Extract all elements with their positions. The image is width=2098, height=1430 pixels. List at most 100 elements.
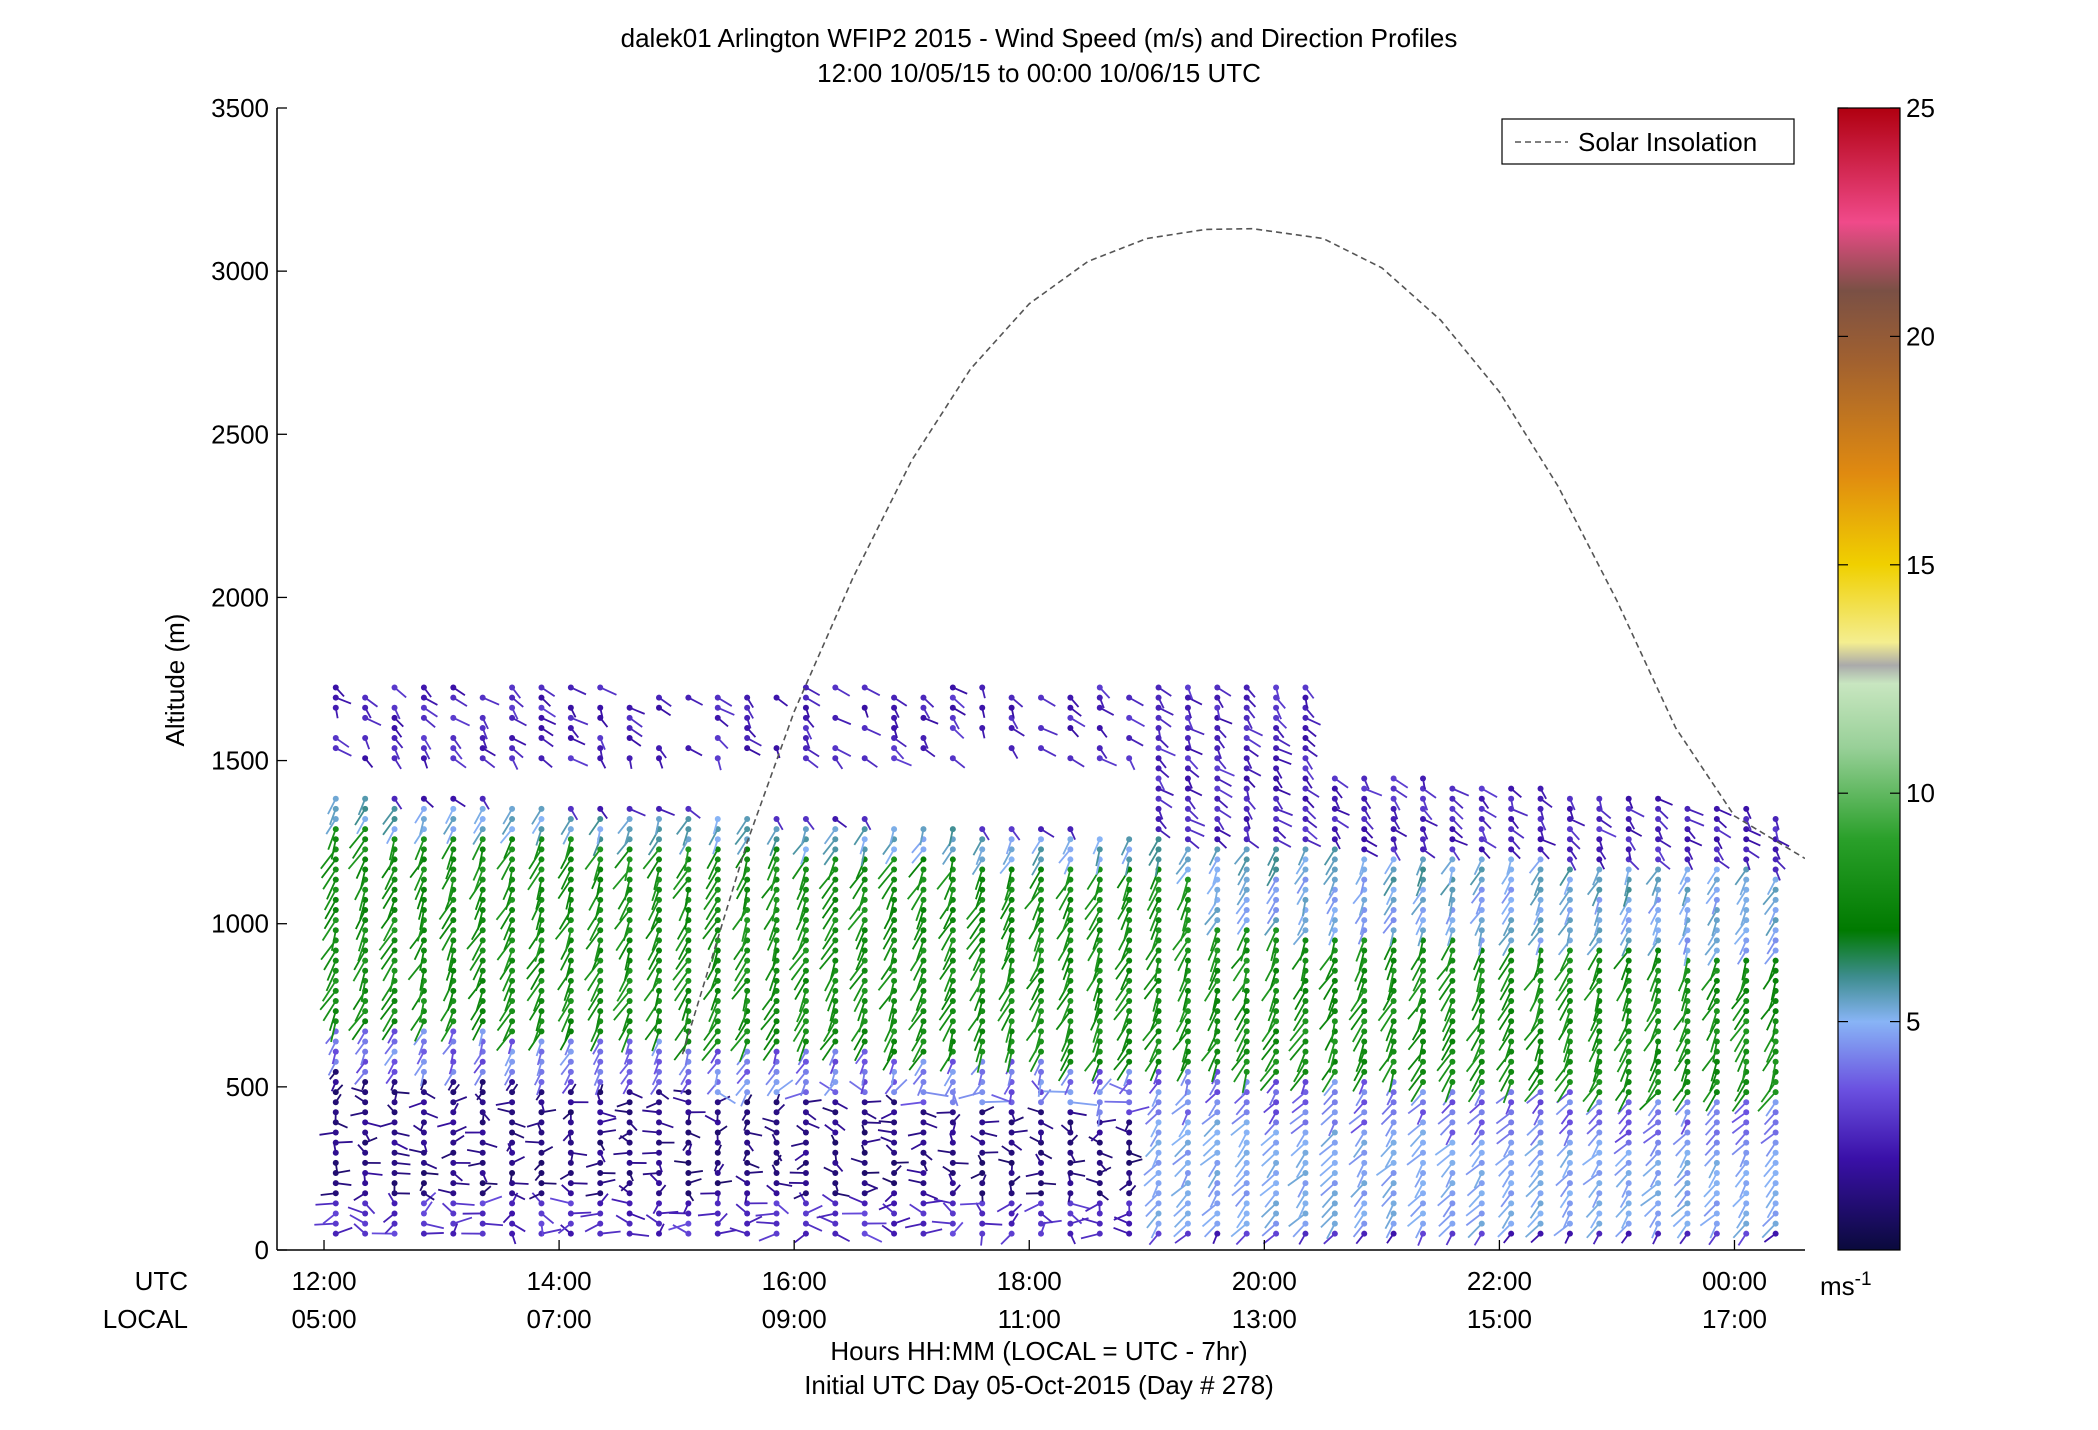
wind-barb-dot [920,715,926,721]
wind-barb-dot [333,1180,339,1186]
wind-barb-dot [685,1200,691,1206]
wind-barb-dot [979,907,985,913]
wind-barb-dot [1038,907,1044,913]
wind-barb-dot [597,1099,603,1105]
wind-barb-dot [1214,1079,1220,1085]
wind-barb-dot [509,1180,515,1186]
wind-barb-dot [392,1231,398,1237]
wind-barb-dot [1185,846,1191,852]
wind-barb-dot [1067,1049,1073,1055]
wind-barb-dot [774,1180,780,1186]
wind-barb-dot [950,1140,956,1146]
wind-barb-dot [1009,856,1015,862]
wind-barb-dot [1273,937,1279,943]
wind-barb-dot [362,867,368,873]
wind-barb-dot [774,1089,780,1095]
wind-barb-dot [568,1210,574,1216]
wind-barb-dot [656,705,662,711]
wind-barb-dot [1185,1018,1191,1024]
wind-barb-dot [920,1160,926,1166]
wind-barb-dot [1273,796,1279,802]
wind-barb-dot [1244,1099,1250,1105]
wind-barb-dot [774,1109,780,1115]
wind-barb-dot [627,715,633,721]
wind-barb-dot [597,1109,603,1115]
wind-barb-dot [774,1119,780,1125]
wind-barb-dot [597,1221,603,1227]
wind-barb-dot [891,968,897,974]
wind-barb-dot [450,1190,456,1196]
wind-barb-dot [1009,1089,1015,1095]
wind-barb-dot [1067,1069,1073,1075]
wind-barb-dot [597,897,603,903]
wind-barb-dot [744,1099,750,1105]
wind-barb-dot [891,755,897,761]
wind-barb-dot [920,897,926,903]
wind-barb-dot [1273,705,1279,711]
wind-barb-dot [568,887,574,893]
wind-barb-dot [480,1079,486,1085]
wind-barb-dot [333,1039,339,1045]
wind-barb-dot [950,1079,956,1085]
chart-subtitle: 12:00 10/05/15 to 00:00 10/06/15 UTC [817,58,1261,88]
wind-barb-dot [597,937,603,943]
wind-barb-dot [685,1049,691,1055]
wind-barb-dot [656,745,662,751]
wind-barb-dot [362,735,368,741]
wind-barb-dot [509,867,515,873]
wind-barb-dot [656,927,662,933]
wind-barb-dot [1302,1049,1308,1055]
wind-barb-dot [1009,1180,1015,1186]
wind-barb-dot [1185,684,1191,690]
wind-barb-dot [1185,776,1191,782]
wind-barb-dot [1097,1160,1103,1166]
wind-barb-dot [568,735,574,741]
wind-barb-dot [568,978,574,984]
wind-barb-dot [1067,1059,1073,1065]
wind-barb-dot [774,1170,780,1176]
wind-barb-dot [891,1190,897,1196]
wind-barb-dot [421,1231,427,1237]
wind-barb-dot [744,715,750,721]
wind-barb-dot [803,968,809,974]
wind-barb-dot [979,947,985,953]
wind-barb-dot [480,1210,486,1216]
wind-barb-dot [568,684,574,690]
wind-barb-dot [1273,927,1279,933]
wind-barb-dot [392,1028,398,1034]
wind-barb-dot [362,796,368,802]
wind-barb-dot [891,1039,897,1045]
wind-barb-dot [744,1109,750,1115]
wind-barb-dot [774,836,780,842]
wind-barb-dot [480,1028,486,1034]
wind-barb-dot [950,907,956,913]
wind-barb-dot [509,978,515,984]
wind-barb-dot [1126,1130,1132,1136]
wind-barb-dot [891,1119,897,1125]
wind-barb-dot [1244,735,1250,741]
wind-barb-dot [656,695,662,701]
wind-barb-dot [920,988,926,994]
wind-barb-dot [627,1109,633,1115]
wind-barb-dot [862,887,868,893]
wind-barb-dot [920,1200,926,1206]
wind-barb-dot [509,826,515,832]
wind-barb-dot [392,715,398,721]
wind-barb-dot [1185,958,1191,964]
wind-barb-dot [685,846,691,852]
wind-barb-dot [1244,1160,1250,1166]
wind-barb-dot [1009,927,1015,933]
wind-barb-dot [509,1170,515,1176]
wind-barb-dot [1156,1049,1162,1055]
wind-barb-dot [509,927,515,933]
wind-barb-dot [685,1140,691,1146]
wind-barb-dot [1156,1150,1162,1156]
wind-barb-dot [715,988,721,994]
wind-barb-dot [803,725,809,731]
wind-barb-dot [597,1170,603,1176]
wind-barb-dot [362,1109,368,1115]
wind-barb-dot [774,826,780,832]
wind-barb-dot [392,684,398,690]
wind-barb-dot [979,917,985,923]
wind-barb-dot [392,1180,398,1186]
